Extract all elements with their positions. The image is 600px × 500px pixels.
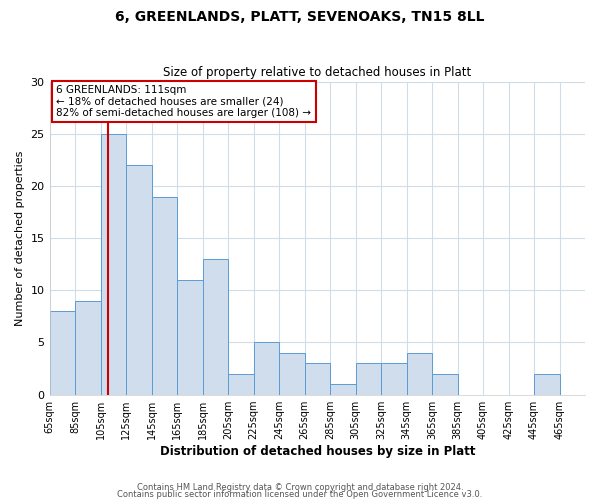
Bar: [305, 364, 330, 394]
Bar: [177, 280, 203, 394]
Bar: [330, 384, 356, 394]
X-axis label: Distribution of detached houses by size in Platt: Distribution of detached houses by size …: [160, 444, 475, 458]
Text: Contains public sector information licensed under the Open Government Licence v3: Contains public sector information licen…: [118, 490, 482, 499]
Text: 6 GREENLANDS: 111sqm
← 18% of detached houses are smaller (24)
82% of semi-detac: 6 GREENLANDS: 111sqm ← 18% of detached h…: [56, 85, 311, 118]
Bar: [126, 166, 152, 394]
Y-axis label: Number of detached properties: Number of detached properties: [15, 150, 25, 326]
Bar: [228, 374, 254, 394]
Bar: [356, 364, 381, 394]
Bar: [432, 374, 458, 394]
Text: 6, GREENLANDS, PLATT, SEVENOAKS, TN15 8LL: 6, GREENLANDS, PLATT, SEVENOAKS, TN15 8L…: [115, 10, 485, 24]
Bar: [203, 259, 228, 394]
Bar: [75, 301, 101, 394]
Bar: [152, 196, 177, 394]
Bar: [407, 353, 432, 395]
Text: Contains HM Land Registry data © Crown copyright and database right 2024.: Contains HM Land Registry data © Crown c…: [137, 484, 463, 492]
Bar: [101, 134, 126, 394]
Bar: [381, 364, 407, 394]
Bar: [279, 353, 305, 395]
Title: Size of property relative to detached houses in Platt: Size of property relative to detached ho…: [163, 66, 472, 80]
Bar: [50, 311, 75, 394]
Bar: [254, 342, 279, 394]
Bar: [534, 374, 560, 394]
